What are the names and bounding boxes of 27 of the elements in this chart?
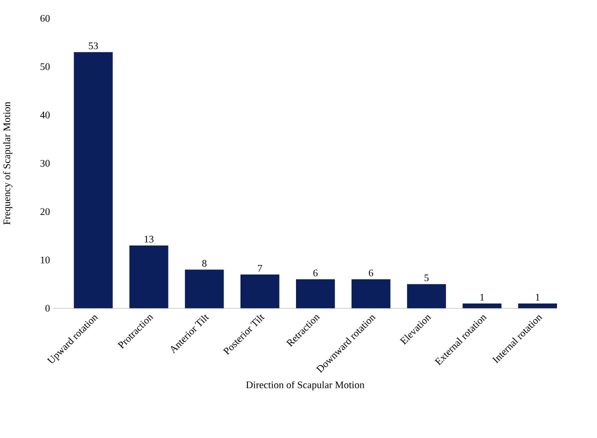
y-axis-title: Frequency of Scapular Motion — [3, 102, 12, 225]
data-label: 8 — [202, 260, 206, 267]
y-tick-label: 0 — [45, 305, 50, 312]
bar — [129, 246, 168, 308]
y-tick-label: 20 — [40, 208, 50, 216]
bar — [352, 279, 390, 308]
data-label: 5 — [424, 274, 429, 282]
bar — [462, 304, 502, 308]
data-label: 53 — [88, 42, 98, 50]
data-label: 1 — [480, 294, 484, 301]
data-label: 6 — [313, 270, 318, 277]
data-label: 6 — [368, 270, 374, 277]
bar — [296, 279, 335, 308]
data-label: 7 — [258, 265, 262, 272]
y-tick-label: 50 — [40, 63, 50, 70]
y-tick-label: 30 — [40, 160, 50, 167]
data-label: 1 — [536, 294, 540, 301]
y-tick-label: 10 — [40, 256, 50, 264]
bar — [184, 270, 224, 308]
data-label: 13 — [144, 236, 154, 243]
y-tick-label: 60 — [40, 15, 50, 22]
bar — [240, 274, 280, 308]
y-tick-label: 40 — [40, 112, 50, 119]
bar — [518, 304, 558, 308]
bar — [407, 284, 446, 308]
bar — [74, 52, 113, 308]
x-axis-title: Direction of Scapular Motion — [246, 381, 364, 390]
